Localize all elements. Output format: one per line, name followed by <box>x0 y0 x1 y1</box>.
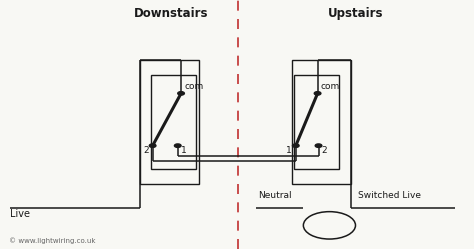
Text: 2: 2 <box>321 146 327 155</box>
Circle shape <box>174 144 181 147</box>
Circle shape <box>292 144 299 147</box>
Bar <box>151 75 196 169</box>
Circle shape <box>303 212 356 239</box>
Bar <box>292 60 351 184</box>
Bar <box>294 75 339 169</box>
Text: Switched Live: Switched Live <box>358 191 421 200</box>
Text: 1: 1 <box>181 146 186 155</box>
Text: 1: 1 <box>286 146 292 155</box>
Text: Downstairs: Downstairs <box>133 7 208 20</box>
Text: Upstairs: Upstairs <box>328 7 383 20</box>
Text: Live: Live <box>10 209 30 219</box>
Bar <box>140 60 199 184</box>
Text: Neutral: Neutral <box>258 191 292 200</box>
Circle shape <box>149 144 156 147</box>
Text: © www.lightwiring.co.uk: © www.lightwiring.co.uk <box>9 237 95 244</box>
Text: com: com <box>184 82 204 91</box>
Circle shape <box>315 144 322 147</box>
Circle shape <box>314 92 321 95</box>
Circle shape <box>178 92 184 95</box>
Text: com: com <box>321 82 340 91</box>
Text: 2: 2 <box>143 146 149 155</box>
